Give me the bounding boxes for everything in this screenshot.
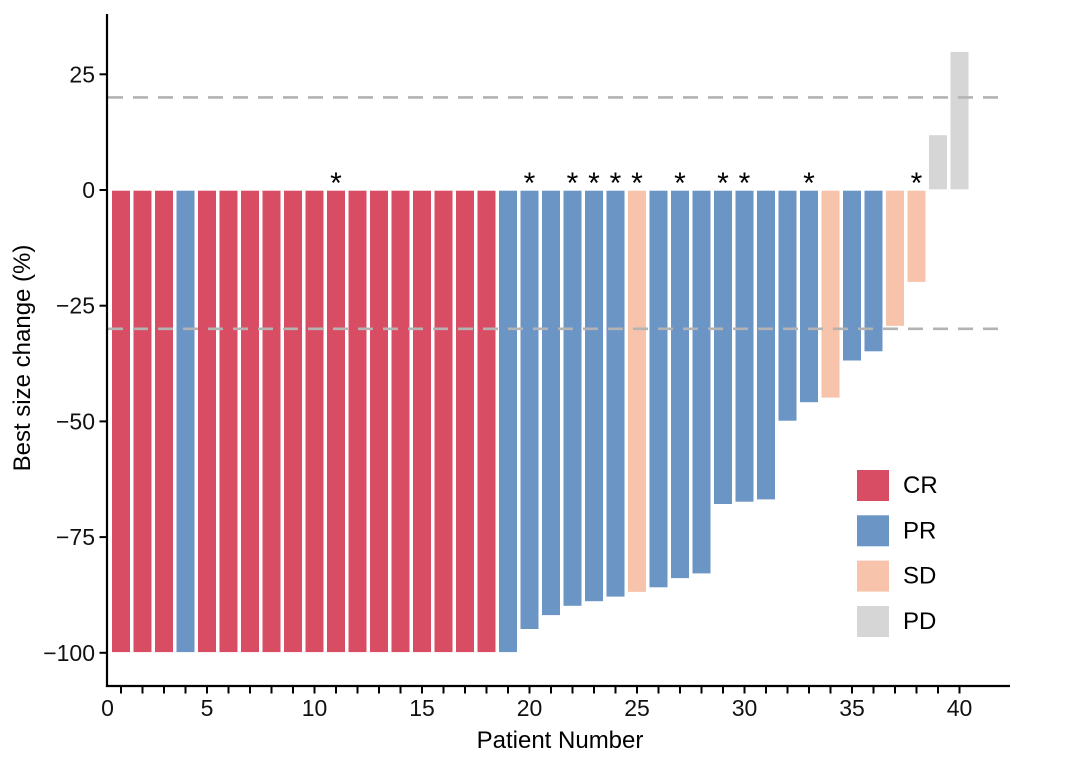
asterisk-patient-11: *: [330, 167, 342, 200]
bar-patient-27: [669, 189, 691, 580]
asterisk-annotations-layer: * * * * * * * * * * *: [330, 167, 923, 200]
bar-patient-29: [712, 189, 734, 506]
axes-layer: 0 5 10 15 20 25 30 35 40 25 0 −25 −50 −75 −100: [43, 14, 1010, 721]
bar-patient-2: [132, 189, 153, 654]
asterisk-patient-25: *: [631, 167, 643, 200]
asterisk-patient-23: *: [588, 167, 600, 200]
bar-patient-36: [863, 189, 884, 353]
bar-patient-12: [347, 189, 368, 654]
x-tick-label-20: 20: [517, 695, 543, 721]
bar-patient-32: [777, 189, 798, 423]
x-tick-label-0: 0: [101, 695, 114, 721]
bar-patient-35: [841, 189, 863, 362]
bar-patient-22: [562, 189, 583, 608]
bar-patient-26: [648, 189, 669, 589]
bar-patient-7: [239, 189, 261, 654]
y-tick-label-0: 0: [82, 177, 95, 203]
asterisk-patient-24: *: [610, 167, 622, 200]
x-tick-label-25: 25: [624, 695, 650, 721]
legend-swatch-PD: [857, 606, 889, 637]
asterisk-patient-20: *: [524, 167, 536, 200]
bar-patient-3: [153, 189, 175, 654]
bar-patient-17: [454, 189, 476, 654]
x-tick-label-30: 30: [732, 695, 758, 721]
bar-patient-4: [175, 189, 196, 654]
asterisk-patient-30: *: [739, 167, 751, 200]
legend-swatch-SD: [857, 560, 889, 592]
y-axis-title: Best size change (%): [9, 245, 36, 472]
x-tick-label-15: 15: [409, 695, 435, 721]
bar-patient-39: [927, 133, 949, 191]
bar-patient-34: [820, 189, 841, 400]
bar-patient-23: [583, 189, 605, 603]
bars-layer: [110, 50, 970, 654]
bar-patient-13: [368, 189, 390, 654]
bar-patient-20: [519, 189, 540, 631]
bar-patient-8: [261, 189, 282, 654]
bar-patient-40: [949, 50, 970, 191]
bar-patient-30: [734, 189, 755, 504]
asterisk-patient-33: *: [803, 167, 815, 200]
bar-patient-10: [304, 189, 325, 654]
bar-patient-6: [218, 189, 239, 654]
bar-patient-24: [605, 189, 626, 598]
y-tick-label--50: −50: [56, 408, 95, 434]
legend-label-PD: PD: [903, 608, 936, 635]
legend-label-PR: PR: [903, 517, 936, 544]
y-tick-label-25: 25: [69, 61, 95, 87]
bar-patient-33: [798, 189, 820, 404]
x-axis-title: Patient Number: [477, 727, 644, 754]
legend-label-SD: SD: [903, 563, 936, 590]
bar-patient-14: [390, 189, 411, 654]
bar-patient-1: [110, 189, 132, 654]
bar-patient-9: [282, 189, 304, 654]
bar-patient-38: [906, 189, 927, 284]
bar-patient-16: [433, 189, 454, 654]
bar-patient-21: [540, 189, 562, 617]
bar-patient-31: [755, 189, 777, 501]
y-tick-label--25: −25: [56, 293, 95, 319]
bar-patient-28: [691, 189, 712, 575]
legend-label-CR: CR: [903, 472, 938, 499]
bar-patient-15: [411, 189, 433, 654]
bar-patient-18: [476, 189, 497, 654]
asterisk-patient-38: *: [911, 167, 923, 200]
x-tick-label-10: 10: [302, 695, 328, 721]
asterisk-patient-27: *: [674, 167, 686, 200]
y-tick-label--100: −100: [43, 640, 95, 666]
y-tick-label--75: −75: [56, 524, 95, 550]
x-tick-label-40: 40: [947, 695, 973, 721]
bar-patient-11: [325, 189, 347, 654]
bar-patient-5: [196, 189, 218, 654]
x-tick-label-35: 35: [839, 695, 865, 721]
legend: CR PR SD PD: [857, 470, 938, 637]
bar-patient-19: [497, 189, 519, 654]
legend-swatch-PR: [857, 515, 889, 547]
bar-patient-37: [884, 189, 906, 328]
asterisk-patient-29: *: [717, 167, 729, 200]
x-tick-label-5: 5: [201, 695, 214, 721]
legend-swatch-CR: [857, 470, 889, 501]
asterisk-patient-22: *: [567, 167, 579, 200]
bar-patient-25: [626, 189, 648, 594]
